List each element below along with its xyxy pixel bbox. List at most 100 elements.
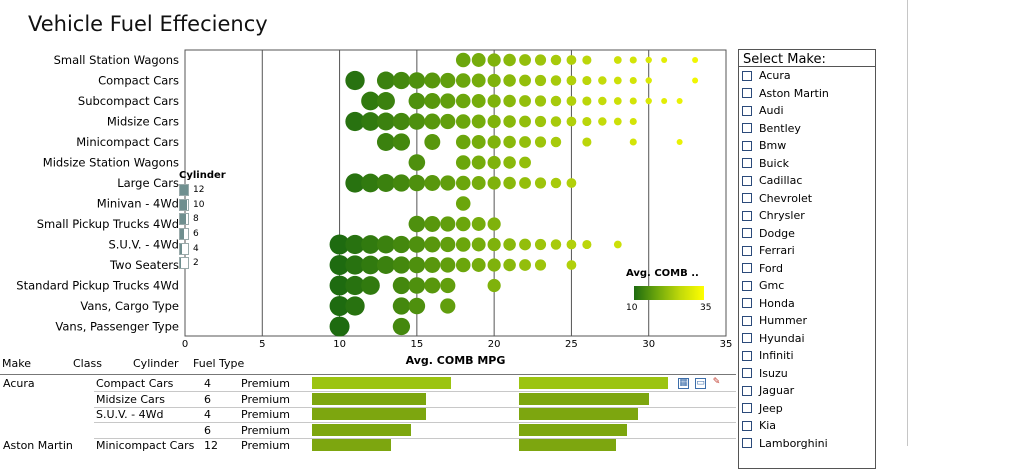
data-point: [582, 239, 592, 250]
col-header-class[interactable]: Class: [73, 357, 102, 370]
make-checkbox-item[interactable]: Chrysler: [739, 207, 875, 225]
table-icon[interactable]: ▦: [678, 378, 689, 389]
table-bar-2: [519, 423, 627, 436]
x-tick-label: 10: [333, 339, 346, 350]
make-checkbox-item[interactable]: Hummer: [739, 312, 875, 330]
checkbox[interactable]: [742, 193, 752, 204]
make-checkbox-item[interactable]: Lamborghini: [739, 435, 875, 453]
data-point: [487, 258, 501, 272]
data-point: [582, 75, 592, 86]
checkbox[interactable]: [742, 105, 752, 116]
checkbox[interactable]: [742, 158, 752, 169]
checkbox[interactable]: [742, 210, 752, 221]
y-category-label: Compact Cars: [98, 74, 179, 88]
color-gradient-bar: [634, 286, 704, 300]
make-checkbox-item[interactable]: Cadillac: [739, 172, 875, 190]
checkbox[interactable]: [742, 88, 752, 99]
data-point: [440, 277, 456, 294]
checkbox[interactable]: [742, 333, 752, 344]
edit-icon[interactable]: ✎: [712, 377, 721, 387]
cylinder-legend-item: 4: [179, 241, 226, 256]
table-row[interactable]: Midsize Cars 6 Premium: [0, 392, 736, 407]
cell-cylinder: 4: [204, 408, 211, 421]
make-checkbox-item[interactable]: Acura: [739, 67, 875, 85]
data-point: [519, 177, 531, 189]
color-legend: Avg. COMB .. 10 35: [626, 268, 711, 313]
checkbox[interactable]: [742, 298, 752, 309]
checkbox[interactable]: [742, 368, 752, 379]
row-divider: [94, 422, 736, 423]
make-checkbox-item[interactable]: Bmw: [739, 137, 875, 155]
make-checkbox-item[interactable]: Hyundai: [739, 330, 875, 348]
data-point: [519, 95, 531, 107]
checkbox[interactable]: [742, 70, 752, 81]
make-checkbox-item[interactable]: Isuzu: [739, 365, 875, 383]
checkbox[interactable]: [742, 228, 752, 239]
checkbox[interactable]: [742, 280, 752, 291]
col-header-make[interactable]: Make: [2, 357, 31, 370]
table-row[interactable]: 6 Premium: [0, 423, 736, 438]
make-checkbox-item[interactable]: Gmc: [739, 277, 875, 295]
data-point: [345, 111, 365, 132]
col-header-fuel-type[interactable]: Fuel Type: [193, 357, 245, 370]
checkbox[interactable]: [742, 403, 752, 414]
table-row[interactable]: S.U.V. - 4Wd 4 Premium: [0, 407, 736, 422]
checkbox[interactable]: [742, 245, 752, 256]
cylinder-legend-label: 2: [193, 258, 199, 269]
data-point: [566, 239, 577, 250]
data-point: [550, 75, 562, 86]
make-checkbox-item[interactable]: Bentley: [739, 120, 875, 138]
data-point: [598, 76, 607, 85]
data-point: [424, 216, 441, 232]
checkbox[interactable]: [742, 315, 752, 326]
checkbox[interactable]: [742, 263, 752, 274]
make-checkbox-item[interactable]: Jeep: [739, 400, 875, 418]
data-point: [455, 257, 471, 273]
cylinder-legend-label: 4: [193, 243, 199, 254]
y-category-label: Standard Pickup Trucks 4Wd: [16, 279, 179, 293]
make-checkbox-item[interactable]: Buick: [739, 155, 875, 173]
make-checkbox-item[interactable]: Aston Martin: [739, 85, 875, 103]
data-point: [503, 238, 516, 251]
x-tick-label: 15: [410, 339, 423, 350]
table-row[interactable]: Acura Compact Cars 4 Premium: [0, 376, 736, 391]
checkbox[interactable]: [742, 140, 752, 151]
data-point: [392, 256, 411, 274]
checkbox[interactable]: [742, 420, 752, 431]
checkbox[interactable]: [742, 385, 752, 396]
data-point: [345, 173, 365, 193]
data-point: [376, 256, 395, 274]
col-header-cylinder[interactable]: Cylinder: [133, 357, 179, 370]
data-point: [408, 92, 426, 110]
make-checkbox-item[interactable]: Jaguar: [739, 382, 875, 400]
make-checkbox-item[interactable]: Ferrari: [739, 242, 875, 260]
data-point: [455, 134, 471, 150]
make-checkbox-item[interactable]: Ford: [739, 260, 875, 278]
make-checkbox-item[interactable]: Audi: [739, 102, 875, 120]
data-point: [503, 258, 516, 272]
checkbox[interactable]: [742, 175, 752, 186]
data-point: [550, 95, 562, 107]
table-bar-1: [312, 423, 412, 436]
data-point: [455, 73, 471, 88]
checkbox[interactable]: [742, 123, 752, 134]
data-point: [629, 138, 637, 146]
data-point: [566, 178, 577, 188]
make-checkbox-item[interactable]: Chevrolet: [739, 190, 875, 208]
x-tick-label: 0: [182, 339, 188, 350]
checkbox[interactable]: [742, 350, 752, 361]
data-point: [440, 72, 456, 89]
make-checkbox-item[interactable]: Dodge: [739, 225, 875, 243]
data-point: [440, 298, 456, 314]
data-point: [550, 54, 562, 66]
window-icon[interactable]: ▭: [695, 378, 706, 389]
checkbox[interactable]: [742, 438, 752, 449]
data-point: [471, 155, 486, 170]
table-bar-2: [519, 392, 649, 405]
make-checkbox-item[interactable]: Infiniti: [739, 347, 875, 365]
data-point: [376, 71, 395, 90]
make-checkbox-item[interactable]: Honda: [739, 295, 875, 313]
data-point: [582, 55, 592, 65]
data-point: [329, 255, 350, 275]
make-checkbox-item[interactable]: Kia: [739, 417, 875, 435]
